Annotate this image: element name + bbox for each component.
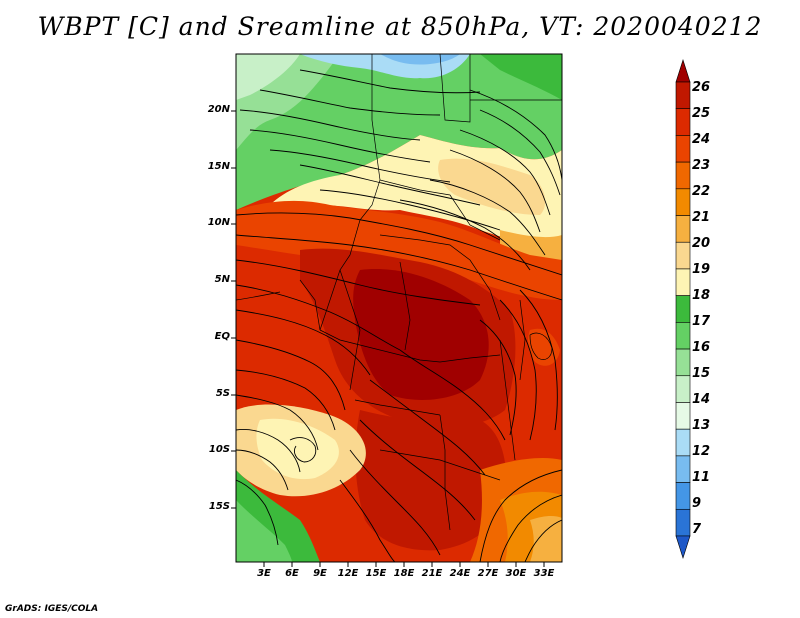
colorbar-label: 16 <box>692 340 711 355</box>
colorbar-segment <box>675 215 691 243</box>
colorbar-segment <box>675 535 691 559</box>
lon-label-21e: 21E <box>421 568 443 579</box>
lat-label-10s: 10S <box>208 444 230 455</box>
colorbar-segment <box>675 161 691 190</box>
lat-label-15n: 15N <box>207 161 230 172</box>
colorbar-segment <box>675 135 691 163</box>
colorbar-label: 21 <box>692 210 711 225</box>
colorbar-segment <box>675 322 691 350</box>
country-borders <box>236 54 562 531</box>
colorbar <box>675 59 691 559</box>
wbpt-field <box>236 54 562 562</box>
lat-label-10n: 10N <box>207 217 230 228</box>
lon-label-3e: 3E <box>257 568 271 579</box>
lat-label-5s: 5S <box>215 388 230 399</box>
lat-label-5n: 5N <box>214 274 230 285</box>
colorbar-label: 20 <box>692 236 711 251</box>
colorbar-label: 7 <box>692 522 702 537</box>
lon-label-12e: 12E <box>337 568 359 579</box>
colorbar-label: 12 <box>692 444 711 459</box>
colorbar-segment <box>675 81 691 110</box>
lat-label-eq: EQ <box>214 331 230 342</box>
colorbar-segment <box>675 241 691 270</box>
chart-title: WBPT [C] and Sreamline at 850hPa, VT: 20… <box>37 12 763 41</box>
colorbar-segment <box>675 455 691 483</box>
colorbar-label: 9 <box>692 496 702 511</box>
colorbar-label: 25 <box>692 106 711 121</box>
streamlines <box>236 69 562 562</box>
colorbar-label: 26 <box>692 80 711 95</box>
colorbar-segment <box>675 482 691 510</box>
lon-label-18e: 18E <box>393 568 415 579</box>
colorbar-segment <box>675 295 691 323</box>
lat-label-15s: 15S <box>208 501 230 512</box>
colorbar-label: 18 <box>692 288 711 303</box>
colorbar-label: 24 <box>692 132 711 147</box>
colorbar-label: 19 <box>692 262 711 277</box>
colorbar-label: 15 <box>692 366 711 381</box>
colorbar-label: 22 <box>692 184 711 199</box>
colorbar-segment <box>675 108 691 136</box>
colorbar-segment <box>675 428 691 457</box>
grads-credit: GrADS: IGES/COLA <box>5 604 99 614</box>
colorbar-segment <box>675 348 691 377</box>
lon-label-15e: 15E <box>365 568 387 579</box>
lon-label-9e: 9E <box>313 568 327 579</box>
colorbar-segment <box>675 188 691 216</box>
lon-label-6e: 6E <box>285 568 299 579</box>
colorbar-label: 14 <box>692 392 711 407</box>
lon-label-27e: 27E <box>477 568 499 579</box>
colorbar-label: 17 <box>692 314 711 329</box>
colorbar-segment <box>675 268 691 296</box>
axis-ticks <box>231 110 545 567</box>
lon-label-30e: 30E <box>505 568 527 579</box>
map-frame <box>235 53 563 563</box>
colorbar-label: 23 <box>692 158 711 173</box>
lon-label-33e: 33E <box>533 568 555 579</box>
lon-label-24e: 24E <box>449 568 471 579</box>
colorbar-label: 13 <box>692 418 711 433</box>
colorbar-segment <box>675 375 691 403</box>
lat-label-20n: 20N <box>207 104 230 115</box>
colorbar-segment <box>675 402 691 430</box>
colorbar-segment <box>675 508 691 537</box>
colorbar-label: 11 <box>692 470 711 485</box>
colorbar-segment <box>675 59 691 83</box>
